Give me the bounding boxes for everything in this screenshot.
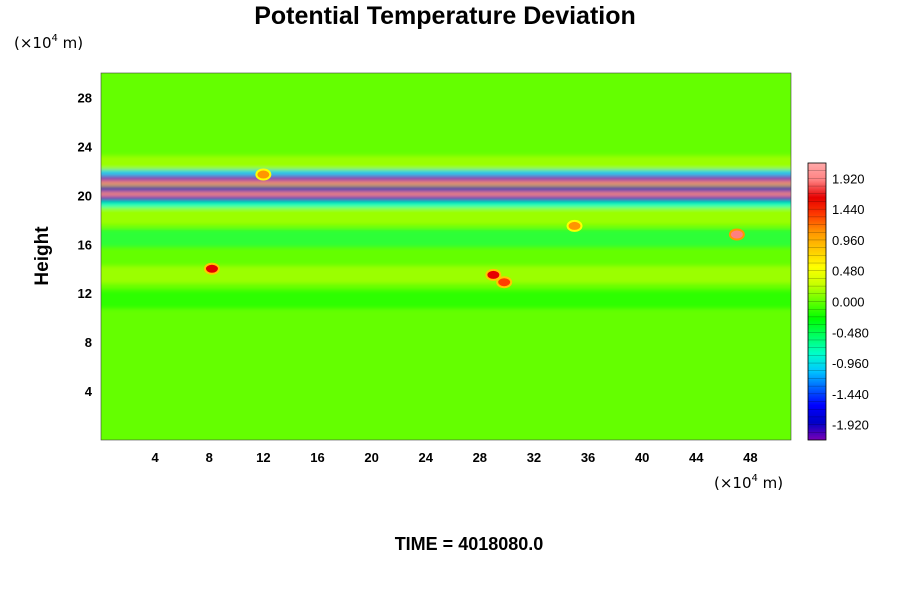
y-axis-ticks: 4 8 12 16 20 24 28 xyxy=(78,90,93,399)
x-unit-label: (×104 m) xyxy=(714,473,783,492)
field-hot-spot xyxy=(485,268,502,281)
y-tick-label: 16 xyxy=(78,237,92,252)
colorbar-tick-label: -1.920 xyxy=(832,418,869,433)
field-band xyxy=(101,229,791,248)
x-tick-label: 16 xyxy=(310,450,324,465)
x-tick-label: 4 xyxy=(152,450,160,465)
field-band xyxy=(101,180,791,186)
colorbar-tick-label: -1.440 xyxy=(832,387,869,402)
x-tick-label: 40 xyxy=(635,450,649,465)
y-tick-label: 20 xyxy=(78,188,92,203)
x-tick-label: 24 xyxy=(418,450,433,465)
x-tick-label: 36 xyxy=(581,450,595,465)
colorbar-tick-label: 1.920 xyxy=(832,171,865,186)
y-unit-label: (×104 m) xyxy=(14,33,83,52)
field-band xyxy=(101,155,791,174)
field-band xyxy=(101,186,791,192)
x-axis-ticks: 4 8 12 16 20 24 28 32 36 40 44 48 xyxy=(152,450,758,465)
field-band xyxy=(101,175,791,181)
colorbar-tick-label: -0.480 xyxy=(832,325,869,340)
colorbar-tick-label: 0.000 xyxy=(832,295,865,310)
field-background xyxy=(101,73,791,440)
field-band xyxy=(101,196,791,202)
plot-frame xyxy=(100,72,792,441)
chart-title: Potential Temperature Deviation xyxy=(254,2,636,30)
y-tick-label: 4 xyxy=(85,384,93,399)
colorbar-stripes xyxy=(808,170,826,433)
field-band xyxy=(101,265,791,284)
time-label: TIME = 4018080.0 xyxy=(395,534,544,554)
y-axis-label: Height xyxy=(32,226,53,286)
x-tick-label: 12 xyxy=(256,450,270,465)
colorbar-tick-label: 0.960 xyxy=(832,233,865,248)
x-tick-label: 28 xyxy=(473,450,487,465)
colorbar-tick-label: 1.440 xyxy=(832,202,865,217)
field-hot-spots xyxy=(203,168,745,289)
field-hot-spot xyxy=(255,168,272,181)
y-tick-label: 12 xyxy=(78,286,92,301)
field-hot-spot xyxy=(566,219,583,232)
field-hot-spot xyxy=(203,262,220,275)
colorbar-ticks: 1.920 1.440 0.960 0.480 0.000 -0.480 -0.960 -1.… xyxy=(832,171,869,432)
field-band xyxy=(101,191,791,197)
field-hot-spot xyxy=(728,228,745,241)
y-tick-label: 8 xyxy=(85,335,92,350)
x-tick-label: 8 xyxy=(206,450,213,465)
y-tick-label: 28 xyxy=(78,90,92,105)
field-band xyxy=(101,207,791,226)
colorbar-tick-label: 0.480 xyxy=(832,264,865,279)
field-band xyxy=(101,169,791,177)
field-band xyxy=(101,201,791,209)
x-tick-label: 20 xyxy=(364,450,378,465)
field-band xyxy=(101,290,791,309)
y-tick-label: 24 xyxy=(78,139,93,154)
x-tick-label: 32 xyxy=(527,450,541,465)
field-hot-spot xyxy=(496,276,513,289)
plot-area xyxy=(101,73,791,440)
x-tick-label: 48 xyxy=(743,450,757,465)
colorbar-tick-label: -0.960 xyxy=(832,356,869,371)
x-tick-label: 44 xyxy=(689,450,704,465)
field-bands xyxy=(101,155,791,309)
